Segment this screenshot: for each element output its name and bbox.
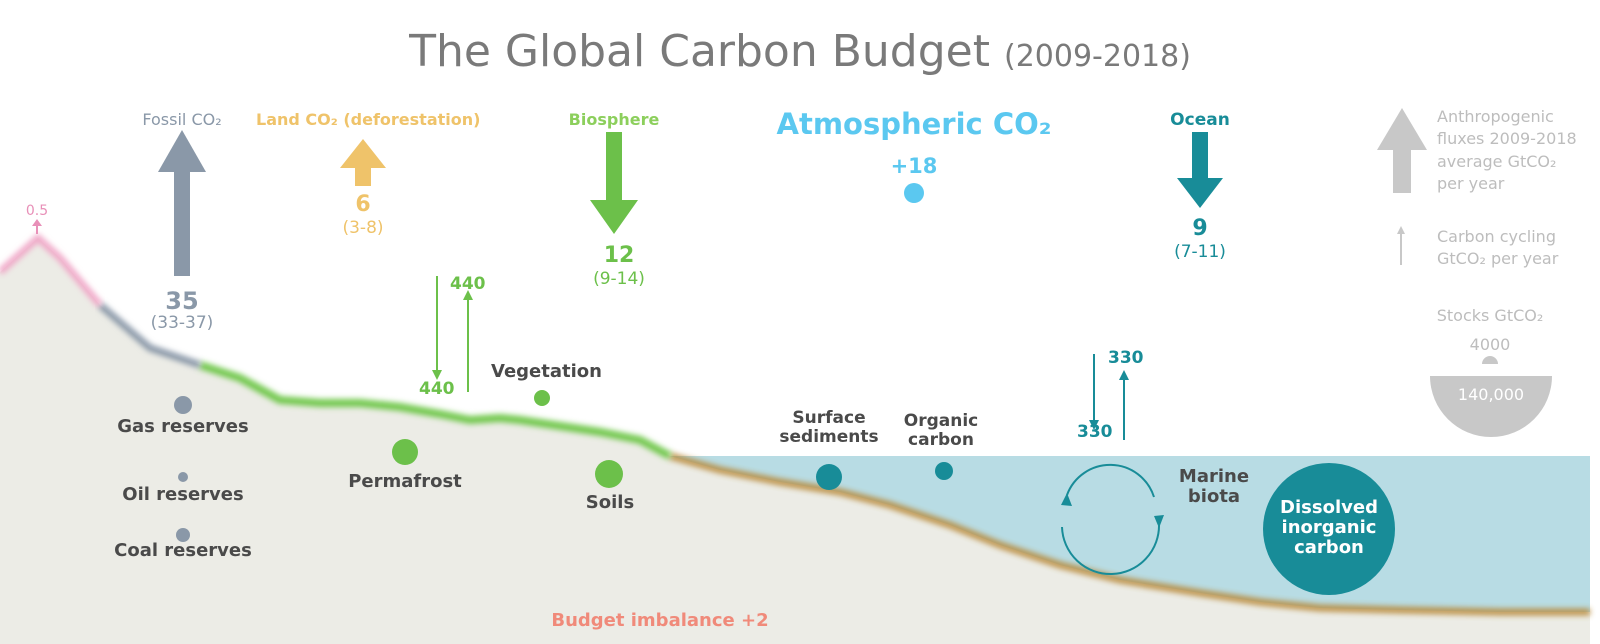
land-use-label: Land CO₂ (deforestation)	[256, 110, 481, 129]
page-title: The Global Carbon Budget (2009-2018)	[0, 30, 1600, 74]
atmosphere-dot-icon	[904, 183, 924, 203]
volcanic-value: 0.5	[25, 203, 49, 219]
ocean-range: (7-11)	[1174, 242, 1226, 262]
land-use-value: 6	[355, 192, 371, 217]
legend-small-stock-icon	[1482, 356, 1498, 364]
land-use-range: (3-8)	[342, 218, 384, 238]
legend-large-stock-value: 140,000	[1457, 385, 1525, 404]
organic-carbon-label: Organic carbon	[903, 411, 979, 450]
soils-dot-icon	[595, 460, 623, 488]
land-cycling-up-value: 440	[450, 274, 486, 294]
atmosphere-value: +18	[890, 154, 938, 178]
biosphere-down-arrow-icon	[590, 132, 638, 234]
volcanic-band	[0, 233, 103, 308]
biosphere-range: (9-14)	[593, 269, 645, 289]
legend-cycling-arrow-icon	[1397, 226, 1405, 265]
coal-reserves-dot-icon	[176, 528, 190, 542]
volcanic-arrow-icon	[32, 219, 42, 234]
ocean-down-arrow-icon	[1177, 132, 1223, 208]
title-period: (2009-2018)	[1003, 39, 1191, 74]
fossil-range: (33-37)	[150, 313, 214, 333]
title-main: The Global Carbon Budget	[409, 26, 990, 77]
marine-cycle-arrows-icon	[1061, 463, 1164, 576]
surface-sediments-dot-icon	[816, 464, 842, 490]
atmosphere-label: Atmospheric CO₂	[776, 107, 1052, 141]
land-cycling-arrows-icon	[432, 276, 473, 392]
legend-small-stock-value: 4000	[1469, 335, 1511, 354]
land-use-up-arrow-icon	[340, 139, 386, 186]
coal-reserves-label: Coal reserves	[114, 540, 252, 561]
biosphere-value: 12	[603, 243, 635, 268]
dissolved-carbon-label: Dissolved inorganic carbon	[1280, 497, 1378, 558]
marine-biota-label: Marine biota	[1178, 466, 1250, 507]
fossil-value: 35	[165, 287, 199, 315]
legend-large-stock-icon	[1430, 376, 1552, 437]
legend-anthropogenic-arrow-icon	[1377, 108, 1427, 193]
fossil-label: Fossil CO₂	[142, 110, 222, 129]
organic-carbon-dot-icon	[935, 462, 953, 480]
vegetation-label: Vegetation	[491, 361, 602, 382]
gas-reserves-dot-icon	[174, 396, 192, 414]
oil-reserves-label: Oil reserves	[122, 484, 244, 505]
land-terrain	[0, 238, 1590, 644]
legend-anthropogenic-text: Anthropogenic fluxes 2009-2018 average G…	[1437, 107, 1577, 194]
ocean-value: 9	[1192, 216, 1208, 241]
vegetation-band	[198, 361, 672, 460]
vegetation-dot-icon	[534, 390, 550, 406]
gas-reserves-label: Gas reserves	[117, 416, 249, 437]
biosphere-label: Biosphere	[568, 110, 660, 129]
budget-imbalance-label: Budget imbalance +2	[551, 610, 769, 631]
oil-reserves-dot-icon	[178, 472, 188, 482]
ocean-label: Ocean	[1170, 110, 1230, 130]
sediment-layer	[669, 452, 1590, 616]
permafrost-label: Permafrost	[348, 471, 462, 492]
soils-label: Soils	[585, 492, 635, 513]
fossil-up-arrow-icon	[158, 130, 206, 276]
legend-cycling-text: Carbon cycling GtCO₂ per year	[1437, 227, 1559, 269]
land-cycling-down-value: 440	[419, 379, 455, 399]
legend-stocks-title: Stocks GtCO₂	[1436, 306, 1544, 325]
ocean-cycling-up-value: 330	[1108, 348, 1144, 368]
ocean-cycling-down-value: 330	[1077, 422, 1113, 442]
surface-sediments-label: Surface sediments	[779, 408, 879, 447]
permafrost-dot-icon	[392, 439, 418, 465]
dissolved-carbon-circle	[1263, 463, 1395, 595]
ocean-cycling-arrows-icon	[1089, 354, 1129, 440]
fossil-band	[97, 302, 202, 369]
